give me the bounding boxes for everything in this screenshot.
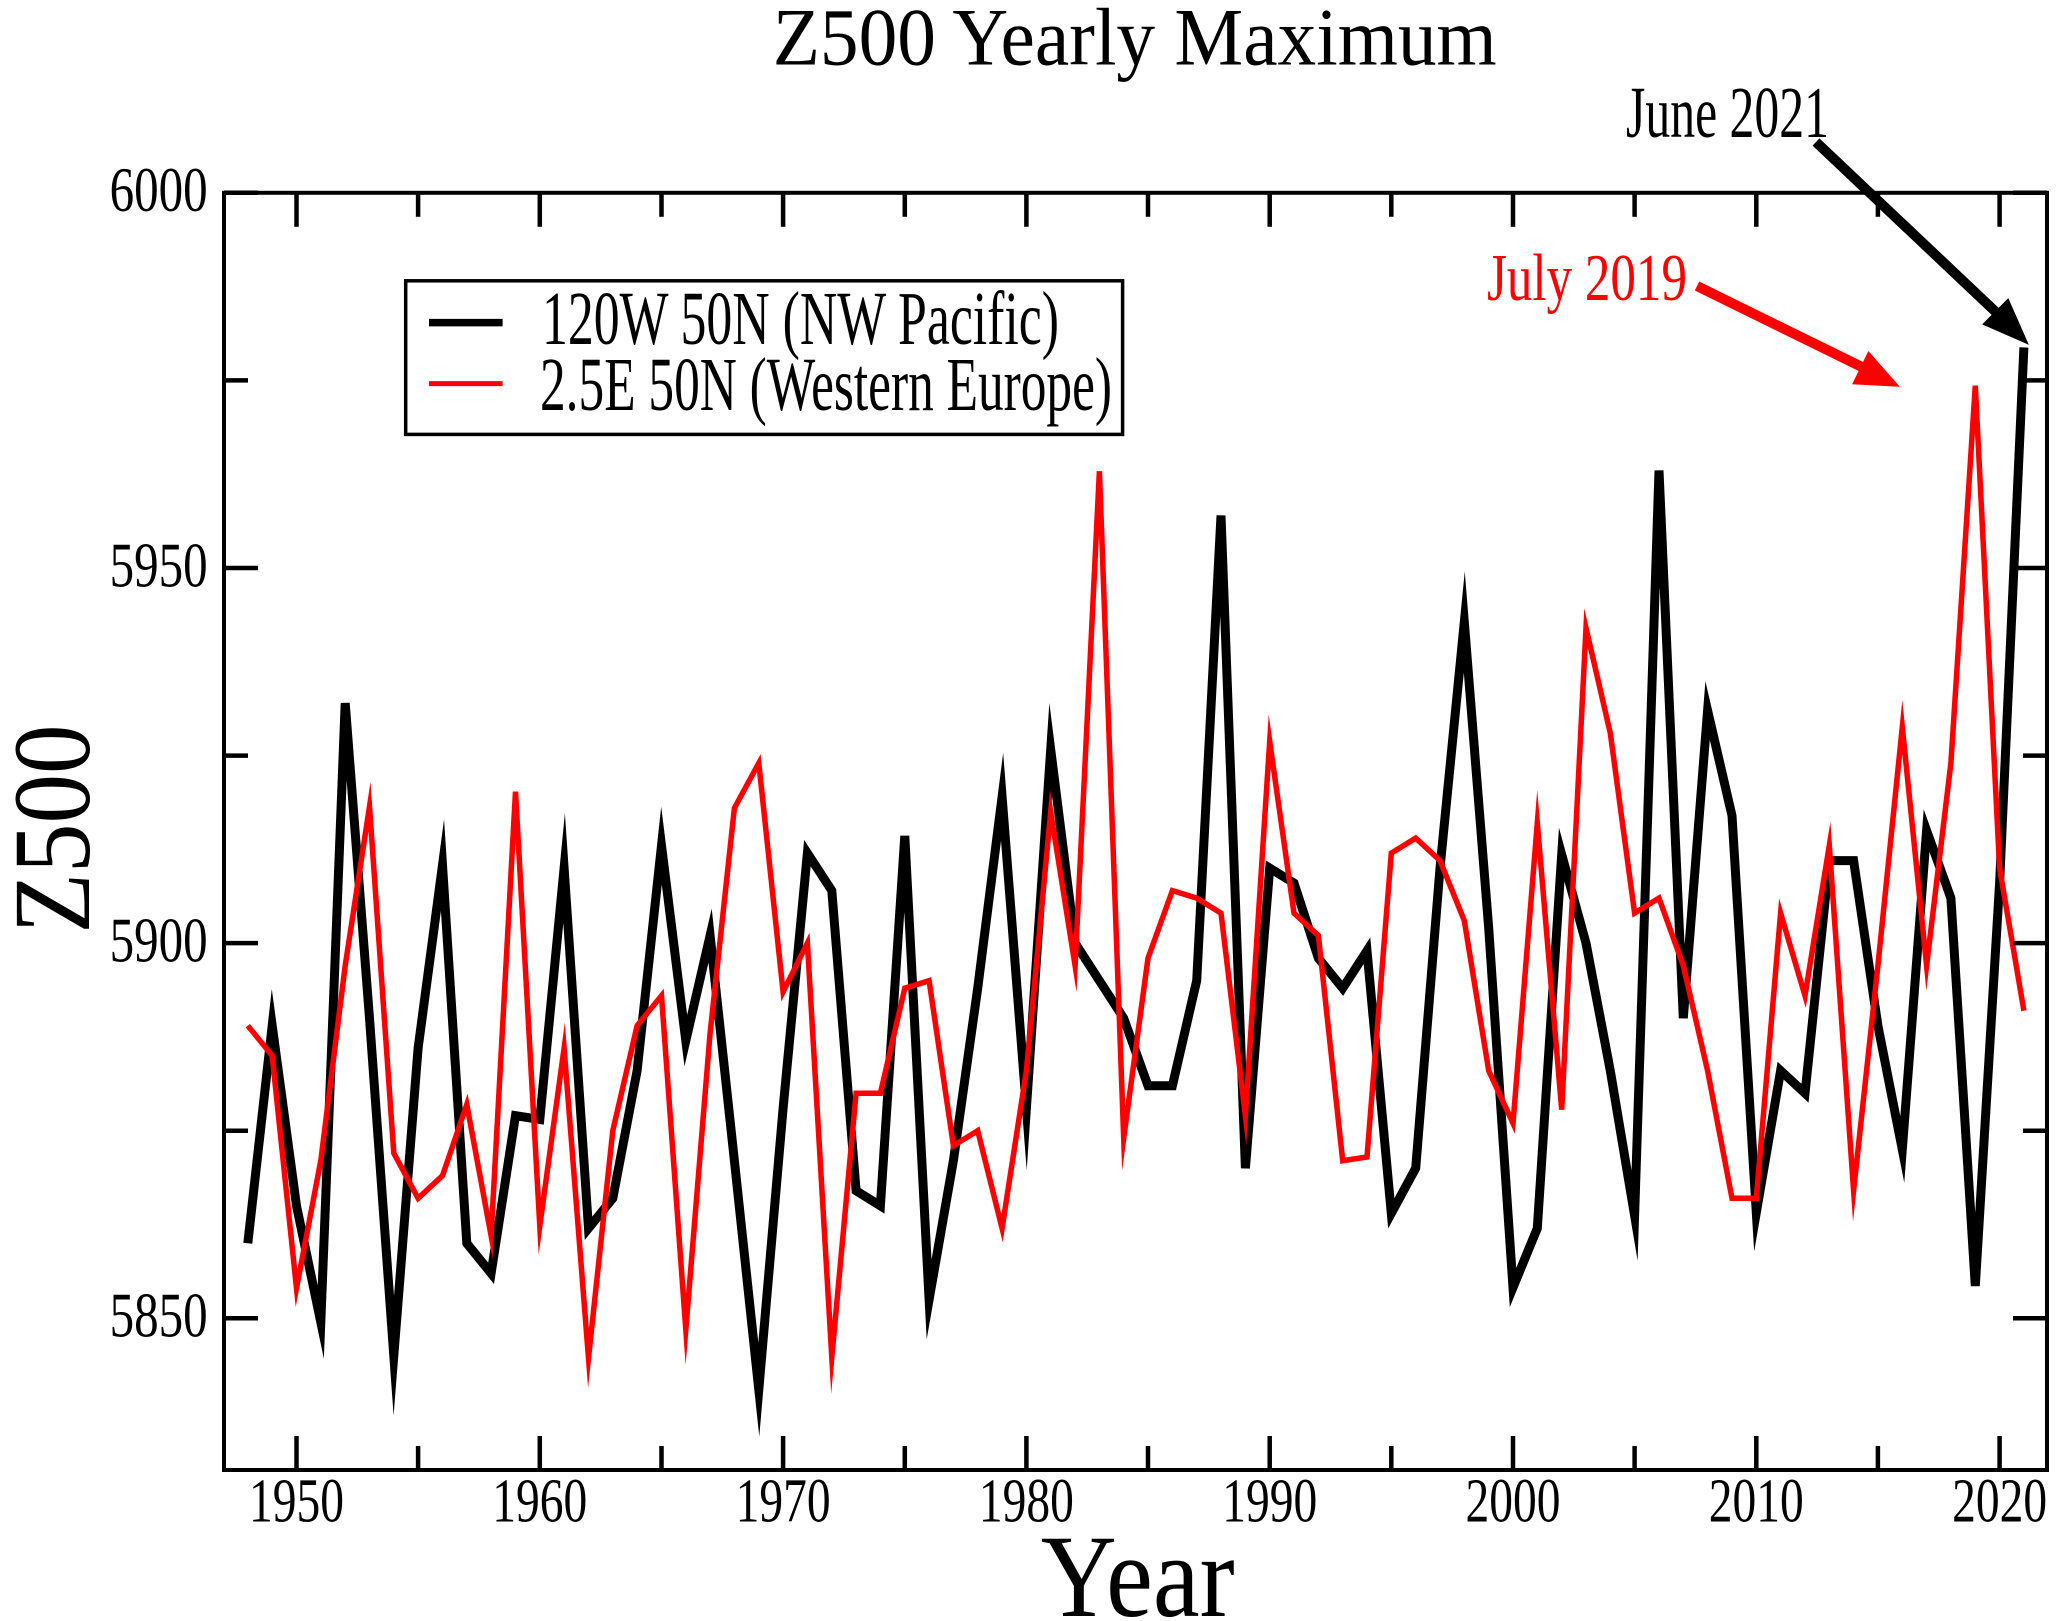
svg-text:6000: 6000 [110,155,208,225]
svg-text:2010: 2010 [1709,1468,1804,1536]
svg-text:Z500: Z500 [0,725,113,934]
svg-text:1990: 1990 [1222,1468,1317,1536]
svg-text:2.5E 50N (Western Europe): 2.5E 50N (Western Europe) [540,343,1112,427]
svg-text:5850: 5850 [110,1281,208,1351]
svg-text:2000: 2000 [1466,1468,1561,1536]
svg-text:5900: 5900 [110,906,208,976]
svg-text:Z500 Yearly Maximum: Z500 Yearly Maximum [773,0,1497,83]
svg-text:5950: 5950 [110,530,208,600]
svg-text:1970: 1970 [736,1468,831,1536]
svg-text:2020: 2020 [1952,1468,2047,1536]
svg-text:120W 50N (NW Pacific): 120W 50N (NW Pacific) [542,277,1059,361]
svg-text:1980: 1980 [979,1468,1074,1536]
svg-text:July 2019: July 2019 [1487,241,1687,315]
svg-text:1950: 1950 [249,1468,344,1536]
svg-text:June 2021: June 2021 [1626,72,1829,153]
svg-text:Year: Year [1041,1511,1235,1621]
svg-text:1960: 1960 [492,1468,587,1536]
